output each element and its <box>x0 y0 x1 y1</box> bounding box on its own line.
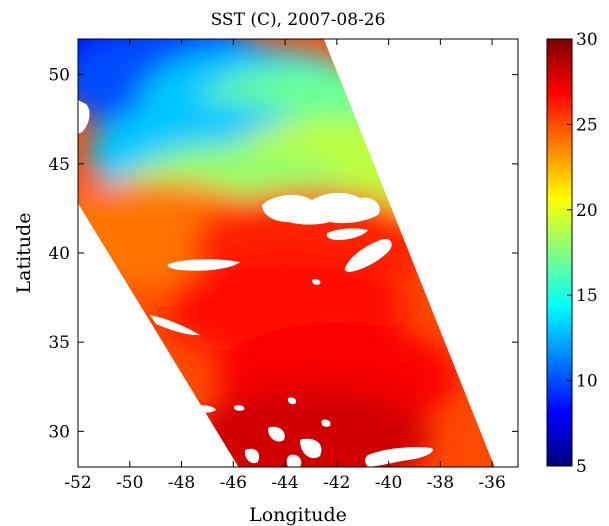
cloud-gap <box>326 228 368 240</box>
colorbar-tick-label: 20 <box>576 201 598 221</box>
missing-data-areas <box>78 100 433 467</box>
colorbar: 5 10 15 20 25 30 <box>546 30 598 477</box>
colorbar-tick-label: 5 <box>576 457 587 477</box>
x-tick-label: -50 <box>116 473 143 493</box>
cloud-gap <box>365 447 433 467</box>
colorbar-gradient <box>546 38 573 467</box>
colorbar-tick-label: 30 <box>576 30 598 50</box>
chart-title: SST (C), 2007-08-26 <box>211 10 386 30</box>
y-tick-label: 45 <box>48 155 70 175</box>
cloud-gap <box>167 259 240 271</box>
colorbar-tick-label: 25 <box>576 115 598 135</box>
x-tick-label: -42 <box>323 473 350 493</box>
cloud-gap <box>286 454 302 467</box>
x-tick-label: -46 <box>220 473 247 493</box>
y-tick-label: 40 <box>48 244 70 264</box>
y-tick-label: 50 <box>48 66 70 86</box>
x-tick-label: -44 <box>271 473 298 493</box>
cloud-gap <box>233 405 245 411</box>
cloud-gap <box>244 448 260 464</box>
cloud-gap <box>262 192 380 225</box>
cloud-gap <box>268 426 285 442</box>
sst-swath <box>78 39 495 467</box>
x-axis-label: Longitude <box>249 504 347 526</box>
colorbar-ticks: 5 10 15 20 25 30 <box>567 30 598 477</box>
cloud-gap <box>150 315 200 336</box>
x-tick-label: -36 <box>478 473 505 493</box>
cloud-gap <box>344 239 392 272</box>
cloud-gap <box>78 100 90 134</box>
x-tick-label: -38 <box>427 473 454 493</box>
cloud-gap <box>287 397 297 405</box>
colorbar-tick-label: 15 <box>576 286 598 306</box>
cloud-gap <box>321 419 331 427</box>
y-axis: 30 35 40 45 50 <box>48 66 518 442</box>
y-tick-label: 35 <box>48 333 70 353</box>
y-axis-label: Latitude <box>13 213 35 294</box>
y-tick-label: 30 <box>48 422 70 442</box>
x-tick-label: -48 <box>168 473 195 493</box>
x-axis: -52 -50 -48 -46 -44 -42 -40 -38 -36 <box>64 39 506 493</box>
cloud-gap <box>312 279 321 285</box>
cloud-gap <box>300 438 322 459</box>
x-tick-label: -52 <box>64 473 91 493</box>
plot-area <box>78 39 495 467</box>
x-tick-label: -40 <box>375 473 402 493</box>
colorbar-tick-label: 10 <box>576 372 598 392</box>
